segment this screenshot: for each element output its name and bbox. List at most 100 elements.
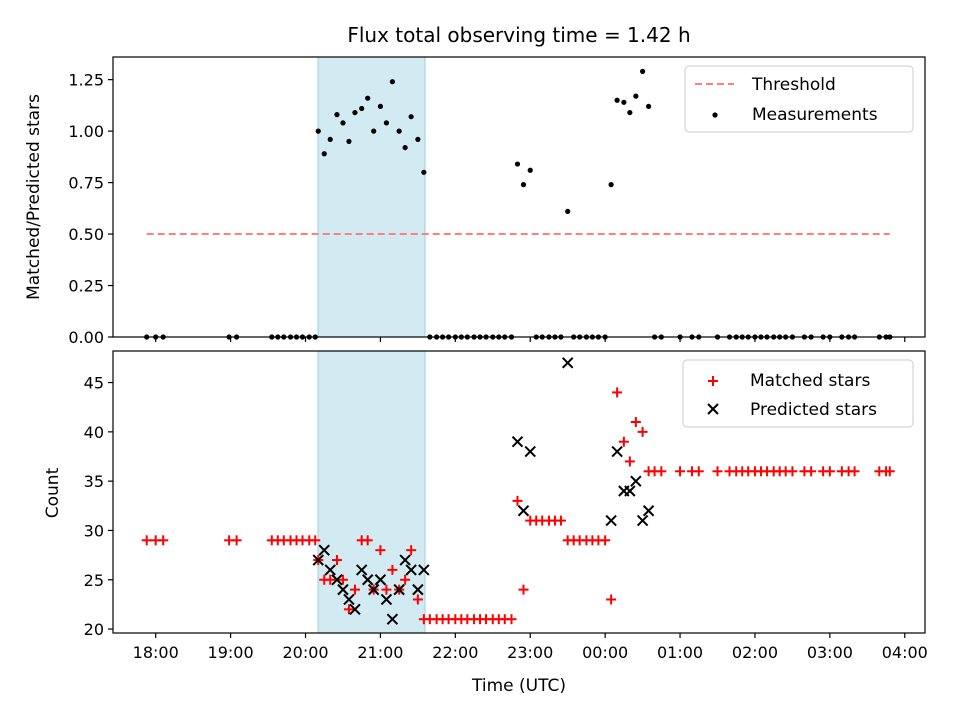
matched-star-point: [343, 604, 354, 615]
top-y-tick-label: 0.50: [68, 225, 104, 244]
predicted-legend-label: Predicted stars: [750, 400, 877, 420]
x-tick-label: 02:00: [732, 643, 778, 662]
predicted-star-point: [412, 583, 424, 596]
predicted-star-point: [380, 593, 393, 606]
matched-star-point: [337, 574, 348, 585]
predicted-star-point: [561, 357, 574, 369]
matched-star-point: [158, 535, 169, 546]
x-tick-label: 18:00: [133, 643, 179, 662]
predicted-star-point: [517, 505, 530, 517]
matched-star-point: [512, 495, 523, 506]
x-axis-label: Time (UTC): [471, 676, 566, 696]
matched-star-point: [612, 387, 623, 398]
measurement-point: [421, 169, 427, 175]
predicted-star-point: [312, 554, 324, 566]
matched-star-point: [141, 535, 152, 546]
x-tick-label: 20:00: [282, 643, 328, 662]
predicted-star-point: [405, 564, 417, 576]
predicted-star-point: [605, 514, 617, 527]
top-shaded-interval: [317, 56, 426, 338]
measurements-legend-label: Measurements: [752, 105, 878, 125]
matched-star-point: [630, 416, 641, 427]
bottom-legend-box: [682, 359, 914, 428]
predicted-star-point: [611, 445, 623, 458]
measurement-point: [527, 167, 533, 173]
measurement-point: [627, 109, 633, 116]
predicted-star-point: [331, 574, 343, 586]
measurement-point: [396, 128, 402, 134]
measurement-point: [621, 99, 627, 105]
matched-star-point: [349, 584, 360, 595]
x-tick-label: 21:00: [357, 643, 403, 662]
matched-star-point: [331, 555, 342, 566]
bottom-axes-frame: [112, 350, 926, 634]
predicted-legend-swatch: [707, 403, 719, 415]
x-tick-label: 04:00: [882, 643, 928, 662]
measurement-point: [408, 114, 414, 120]
matched-star-point: [406, 545, 417, 556]
predicted-star-point: [337, 583, 349, 596]
predicted-star-point: [630, 475, 642, 487]
measurement-point: [321, 151, 327, 157]
measurement-point: [315, 128, 321, 134]
figure-title: Flux total observing time = 1.42 h: [347, 23, 690, 47]
bottom-y-tick-label: 25: [84, 571, 104, 590]
top-axes-frame: [112, 56, 926, 338]
matched-star-point: [412, 594, 423, 605]
measurement-point: [365, 95, 371, 101]
measurement-point: [389, 79, 396, 85]
bottom-y-ticks: 20 25 30 35 40 45: [84, 374, 113, 639]
top-y-tick-label: 0.00: [68, 328, 104, 347]
matched-legend-label: Matched stars: [750, 371, 870, 391]
matched-star-point: [310, 535, 321, 546]
matched-star-point: [849, 466, 860, 477]
top-y-tick-label: 1.25: [68, 71, 104, 90]
predicted-star-point: [349, 603, 361, 616]
bottom-y-tick-label: 45: [84, 374, 104, 393]
measurement-point: [340, 120, 346, 126]
bottom-y-tick-label: 40: [84, 423, 104, 442]
x-tick-label: 19:00: [208, 643, 254, 662]
predicted-star-point: [393, 583, 405, 596]
matched-star-point: [618, 436, 629, 447]
top-y-tick-label: 1.00: [68, 122, 104, 141]
bottom-panel: 20 25 30 35 40 45 18:00 19:00 20:00 21:00 22:00 23…: [43, 350, 928, 696]
top-y-tick-label: 0.25: [68, 277, 104, 296]
top-legend-box: [684, 65, 914, 133]
matched-legend-swatch: [708, 376, 718, 386]
matched-star-point: [787, 466, 798, 477]
top-legend: Threshold Measurements: [684, 65, 914, 133]
matched-star-point: [806, 466, 817, 477]
measurements-legend-swatch: [712, 112, 718, 118]
x-tick-label: 01:00: [657, 643, 703, 662]
matched-star-point: [506, 614, 517, 625]
matched-star-point: [884, 466, 895, 477]
top-panel: 0.00 0.25 0.50 0.75 1.00 1.25 Matched/Predict…: [24, 56, 926, 347]
x-tick-label: 23:00: [507, 643, 553, 662]
predicted-star-point: [636, 514, 649, 527]
bottom-y-tick-label: 30: [84, 521, 104, 540]
measurement-point: [334, 112, 340, 118]
top-x-ticks: [155, 337, 906, 342]
x-tick-label: 03:00: [807, 643, 853, 662]
measurement-point: [608, 182, 614, 188]
predicted-star-point: [374, 574, 387, 586]
matched-star-point: [624, 456, 635, 467]
top-y-tick-label: 0.75: [68, 174, 104, 193]
matched-star-point: [381, 584, 392, 595]
matched-star-point: [400, 574, 411, 585]
matched-star-point: [518, 584, 529, 595]
matched-star-point: [656, 466, 667, 477]
top-y-ticks: 0.00 0.25 0.50 0.75 1.00 1.25: [68, 71, 113, 347]
threshold-legend-label: Threshold: [751, 75, 836, 95]
bottom-legend: Matched stars Predicted stars: [682, 359, 914, 428]
bottom-y-tick-label: 35: [84, 472, 104, 491]
predicted-star-point: [386, 613, 399, 625]
matched-star-point: [555, 515, 566, 526]
measurement-point: [377, 103, 384, 110]
measurement-point: [346, 138, 352, 145]
measurement-point: [633, 93, 639, 99]
measurement-point: [415, 136, 421, 142]
predicted-star-point: [524, 445, 536, 458]
